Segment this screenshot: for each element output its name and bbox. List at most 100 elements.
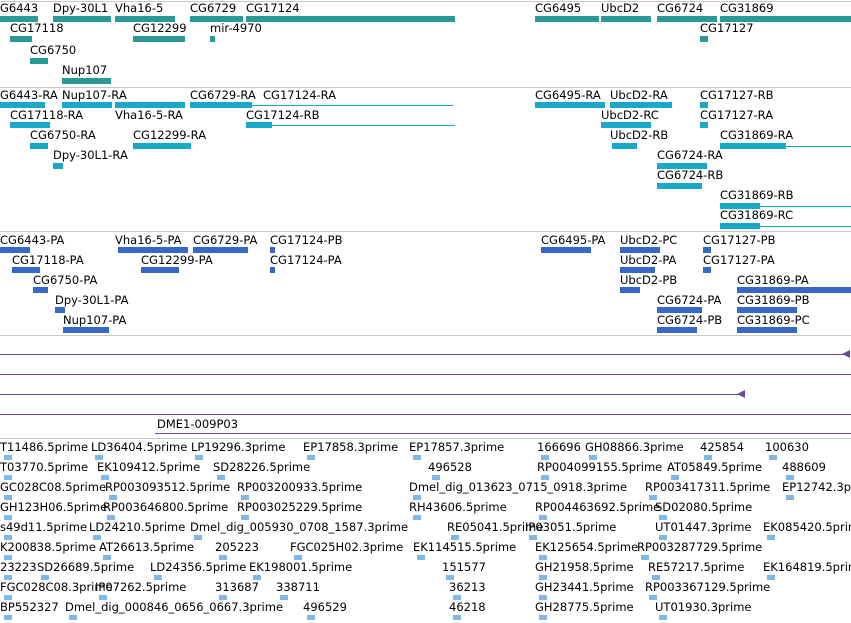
est-label[interactable]: T03770.5prime	[0, 460, 89, 474]
est-feature[interactable]	[4, 595, 12, 600]
gene-label[interactable]: UbcD2	[601, 1, 640, 15]
transcript-feature[interactable]	[53, 163, 63, 169]
transcript-label[interactable]: CG6729-RA	[190, 88, 256, 102]
est-feature[interactable]	[432, 475, 440, 480]
transcript-label[interactable]: CG6750-RA	[30, 128, 96, 142]
gene-label[interactable]: CG31869	[720, 1, 774, 15]
transcript-feature[interactable]	[720, 203, 760, 209]
est-feature[interactable]	[280, 595, 288, 600]
protein-feature[interactable]	[737, 307, 797, 313]
est-label[interactable]: SD02080.5prime	[655, 500, 753, 514]
est-label[interactable]: EP12742.3prime	[782, 480, 851, 494]
est-feature[interactable]	[541, 475, 549, 480]
est-feature[interactable]	[659, 615, 667, 620]
est-feature[interactable]	[767, 575, 775, 580]
protein-label[interactable]: CG31869-PB	[737, 293, 810, 307]
protein-feature[interactable]	[703, 267, 711, 273]
protein-label[interactable]: CG6724-PB	[657, 313, 723, 327]
transcript-feature[interactable]	[0, 102, 45, 108]
est-feature[interactable]	[541, 455, 549, 460]
transcript-label[interactable]: CG31869-RA	[720, 128, 794, 142]
transcript-label[interactable]: CG31869-RB	[720, 188, 794, 202]
gene-feature[interactable]	[210, 36, 215, 42]
transcript-label[interactable]: Nup107-RA	[62, 88, 127, 102]
est-label[interactable]: EK164819.5prime	[763, 560, 851, 574]
est-feature[interactable]	[99, 595, 107, 600]
gene-feature[interactable]	[62, 78, 111, 84]
transcript-label[interactable]: CG17127-RA	[700, 108, 774, 122]
protein-label[interactable]: UbcD2-PA	[620, 253, 677, 267]
est-feature[interactable]	[219, 595, 227, 600]
est-label[interactable]: 425854	[700, 440, 744, 454]
clone-feature[interactable]	[0, 414, 851, 415]
est-feature[interactable]	[453, 615, 461, 620]
est-feature[interactable]	[641, 555, 649, 560]
est-label[interactable]: EK125654.5prime	[535, 540, 639, 554]
est-label[interactable]: AT26613.5prime	[99, 540, 195, 554]
protein-feature[interactable]	[657, 307, 702, 313]
transcript-feature[interactable]	[62, 102, 112, 108]
transcript-label[interactable]: CG31869-RC	[720, 208, 794, 222]
est-feature[interactable]	[4, 535, 12, 540]
est-label[interactable]: AT05849.5prime	[667, 460, 763, 474]
est-label[interactable]: GH21958.5prime	[535, 560, 634, 574]
transcript-label[interactable]: CG17124-RB	[246, 108, 320, 122]
protein-feature[interactable]	[620, 247, 660, 253]
protein-label[interactable]: CG17127-PA	[703, 253, 775, 267]
est-feature[interactable]	[4, 475, 12, 480]
est-label[interactable]: FGC028C08.3prime	[0, 580, 113, 594]
est-feature[interactable]	[413, 515, 421, 520]
est-label[interactable]: UT01930.3prime	[655, 600, 752, 614]
transcript-feature[interactable]	[700, 122, 708, 128]
est-label[interactable]: T11486.5prime	[0, 440, 89, 454]
est-feature[interactable]	[154, 575, 162, 580]
est-label[interactable]: IP03051.5prime	[525, 520, 617, 534]
transcript-feature[interactable]	[760, 206, 851, 207]
est-label[interactable]: GH23441.5prime	[535, 580, 634, 594]
est-label[interactable]: GC028C08.5prime	[0, 480, 107, 494]
protein-feature[interactable]	[703, 247, 711, 253]
gene-feature[interactable]	[246, 16, 455, 22]
est-feature[interactable]	[767, 535, 775, 540]
gene-feature[interactable]	[53, 16, 111, 22]
est-label[interactable]: EK198001.5prime	[249, 560, 353, 574]
est-feature[interactable]	[307, 615, 315, 620]
est-label[interactable]: 338711	[276, 580, 320, 594]
est-label[interactable]: RH43606.5prime	[409, 500, 507, 514]
transcript-label[interactable]: UbcD2-RB	[610, 128, 669, 142]
transcript-feature[interactable]	[535, 102, 605, 108]
est-feature[interactable]	[194, 535, 202, 540]
est-label[interactable]: RP004099155.5prime	[537, 460, 663, 474]
est-feature[interactable]	[109, 495, 117, 500]
protein-label[interactable]: CG6729-PA	[193, 233, 258, 247]
transcript-feature[interactable]	[786, 146, 851, 147]
est-feature[interactable]	[253, 575, 261, 580]
transcript-label[interactable]: G6443-RA	[0, 88, 58, 102]
est-label[interactable]: 313687	[215, 580, 259, 594]
transcript-label[interactable]: CG6724-RA	[657, 148, 723, 162]
transcript-label[interactable]: UbcD2-RC	[601, 108, 659, 122]
est-feature[interactable]	[786, 475, 794, 480]
est-label[interactable]: EK114515.5prime	[413, 540, 517, 554]
gene-feature[interactable]	[115, 16, 175, 22]
est-feature[interactable]	[41, 575, 49, 580]
est-label[interactable]: RP003417311.5prime	[645, 480, 771, 494]
est-label[interactable]: 205223	[215, 540, 259, 554]
est-feature[interactable]	[786, 495, 794, 500]
est-label[interactable]: RP003025229.5prime	[237, 500, 363, 514]
protein-feature[interactable]	[737, 327, 797, 333]
est-label[interactable]: s49d11.5prime	[0, 520, 88, 534]
est-feature[interactable]	[103, 555, 111, 560]
est-label[interactable]: UT01447.3prime	[655, 520, 752, 534]
est-label[interactable]: 166696	[537, 440, 581, 454]
transcript-feature[interactable]	[246, 122, 272, 128]
protein-feature[interactable]	[33, 287, 48, 293]
est-label[interactable]: RP003646800.5prime	[103, 500, 229, 514]
protein-label[interactable]: CG12299-PA	[141, 253, 213, 267]
est-label[interactable]: LD36404.5prime	[91, 440, 188, 454]
protein-feature[interactable]	[620, 287, 640, 293]
est-label[interactable]: GH123H06.5prime	[0, 500, 108, 514]
est-label[interactable]: 488609	[782, 460, 826, 474]
protein-feature[interactable]	[737, 287, 851, 293]
transcript-feature[interactable]	[760, 226, 851, 227]
